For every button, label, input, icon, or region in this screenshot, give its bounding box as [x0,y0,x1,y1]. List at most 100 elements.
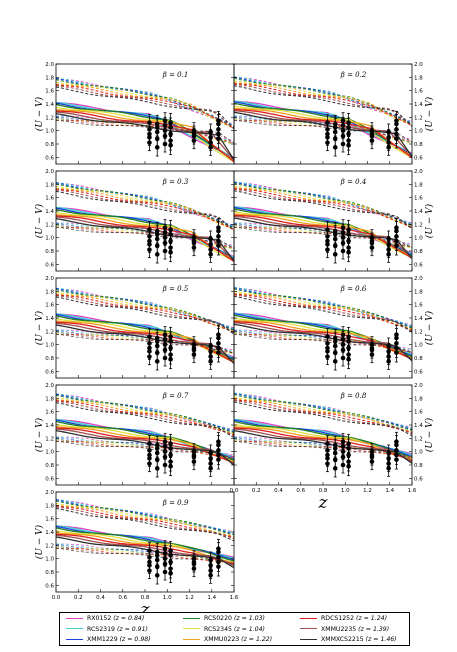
model-curve-dashed-XMMU2235 [56,85,234,129]
data-point [346,334,351,339]
data-point [346,227,351,232]
model-curve-solid-XMMU2235 [56,428,234,465]
data-point [162,449,168,454]
model-curve-dashed-RCS0220 [234,394,412,431]
data-point [168,464,173,469]
legend-swatch [300,617,317,619]
model-curve-dashed-XMMXCS2215 [56,507,234,542]
data-point [154,145,160,150]
legend-redshift: (z = 0.84) [113,615,145,622]
x-tick-label: 1.6 [230,595,239,601]
model-curve-solid-XMMXCS2215 [234,323,412,362]
data-point [147,242,152,247]
data-point [208,359,213,364]
y-tick-label: 1.6 [45,517,54,523]
panel-label: β = 0.6 [340,285,367,293]
legend-label: RCS2319 [87,625,117,633]
y-tick-label: 1.6 [414,89,423,95]
legend-redshift: (z = 1.04) [233,625,265,633]
data-point [216,136,221,141]
model-curve-solid-RCS2345 [56,211,234,262]
y-axis-label: (U − V) [34,417,45,452]
data-point [147,563,152,568]
legend: RX0152 (z = 0.84) RCS0220 (z = 1.03) RDCS1… [59,612,410,646]
x-tick-label: 1.4 [385,488,394,494]
y-tick-label: 2.0 [414,383,423,389]
model-curve-solid-XMMXCS2215 [56,218,234,262]
panel-beta-6: 0.6 0.8 1.0 1.2 1.4 1.6 1.8 2.0 β = 0.6 (U − V) [233,276,435,379]
model-curve-dashed-RCS0220 [56,394,234,434]
data-point [162,332,168,337]
data-point [208,129,213,135]
data-point [154,228,160,234]
y-tick-label: 1.0 [414,129,423,135]
model-curve-solid-XMMU2235 [234,215,412,259]
model-curve-dashed-XMMXCS2215 [56,296,234,335]
model-curve-solid-RCS2319 [56,206,234,259]
data-point [154,549,160,555]
data-point [386,466,391,471]
data-point [340,225,346,230]
legend-redshift: (z = 1.24) [356,615,388,622]
data-point [191,452,197,458]
plot-area [234,392,412,478]
model-curve-dashed-XMMU0223 [234,187,412,227]
data-point [394,118,399,123]
panel-beta-2: 0.6 0.8 1.0 1.2 1.4 1.6 1.8 2.0 β = 0.2 (U − V) [233,62,435,165]
y-tick-label: 1.8 [45,503,54,509]
legend-item-XMM1229: XMM1229 (z = 0.98) [66,635,151,645]
data-point [168,441,173,446]
model-curve-solid-RCS2345 [56,318,234,363]
legend-item-RCS2319: RCS2319 (z = 0.91) [66,625,148,635]
y-tick-label: 1.4 [45,316,54,322]
model-curve-dashed-XMMXCS2215 [56,402,234,439]
x-tick-label: 0.2 [74,595,83,601]
data-point [394,136,399,141]
data-point [325,349,330,354]
legend-label: XMMU2235 [321,625,359,633]
y-tick-label: 1.6 [414,303,423,309]
y-tick-label: 1.2 [45,436,54,442]
data-point [394,439,399,444]
data-point [386,343,391,349]
data-point [154,466,160,471]
model-curve-dashed-XMMXCS2215 [234,85,412,127]
model-curve-dashed-XMMU0223 [56,504,234,537]
data-point [162,569,168,575]
model-curve-solid-RCS2319 [234,100,412,155]
model-curve-solid-RDCS1252 [56,215,234,263]
legend-label: XMMXCS2215 [321,636,366,643]
model-curve-dashed-XMMU0223 [56,83,234,129]
y-axis-label: (U − V) [424,310,435,345]
panel-label: β = 0.2 [340,71,367,79]
model-curve-solid-XMMU0223 [234,213,412,258]
data-point [340,141,346,147]
model-curve-dashed-RDCS1252 [234,188,412,229]
model-curve-solid-RDCS1252 [56,427,234,464]
model-curve-dashed-RCS2345 [234,80,412,126]
model-curve-solid-RDCS1252 [234,108,412,159]
model-curve-solid-RDCS1252 [234,214,412,259]
plot-area [56,499,234,585]
y-tick-label: 0.6 [414,262,423,268]
model-curve-solid-RDCS1252 [234,320,412,361]
y-tick-label: 2.0 [45,62,54,68]
model-curve-thin-RCS2319 [234,115,412,142]
panel-beta-4: 0.6 0.8 1.0 1.2 1.4 1.6 1.8 2.0 β = 0.4 (U − V) [233,169,435,272]
data-point [191,131,197,137]
data-point [208,450,213,456]
model-curve-dashed-XMMU2235 [234,294,412,332]
data-point [386,450,391,456]
panel-beta-8: 0.6 0.8 1.0 1.2 1.4 1.6 1.8 2.0 0.0 0.2 0.4 0.6 0.8 1… [230,383,435,494]
model-curve-solid-XMMU2235 [234,322,412,361]
model-curve-thin-RCS2345 [56,119,234,145]
model-curve-dashed-XMMXCS2215 [56,190,234,232]
y-tick-label: 2.0 [45,276,54,282]
data-point [394,225,399,230]
model-curve-solid-XMMXCS2215 [234,217,412,259]
panel-beta-7: 0.6 0.8 1.0 1.2 1.4 1.6 1.8 2.0 β = 0.7 (U − V) [34,383,235,486]
y-axis-label: (U − V) [34,203,45,238]
data-point [332,228,338,234]
model-curve-dashed-RCS0220 [234,77,412,125]
